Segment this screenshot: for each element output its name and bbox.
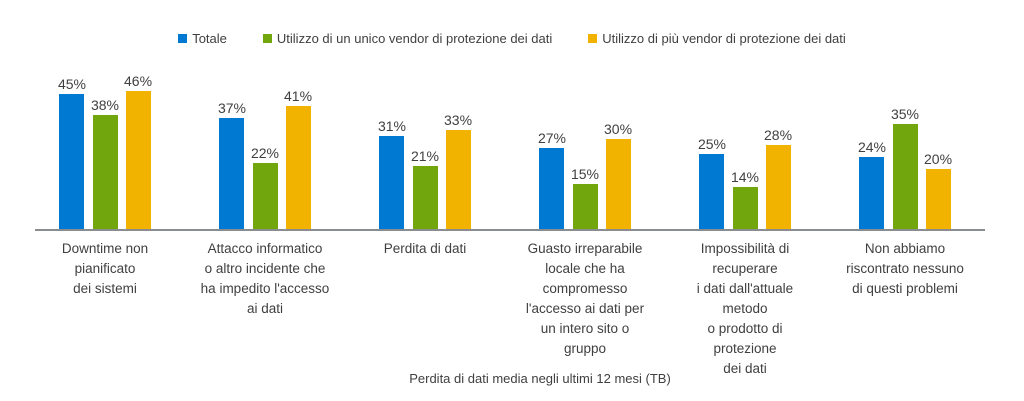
legend-label-totale: Totale [192,31,227,46]
bar-value-label: 38% [90,97,120,113]
bar [125,91,151,229]
bar [285,106,311,229]
category-label: Guasto irreparabile locale che ha compro… [525,241,645,356]
bar [219,118,245,229]
x-axis-caption: Perdita di dati media negli ultimi 12 me… [409,371,671,386]
bar-value-label: 45% [57,76,86,92]
bar-wrap: 15% [571,166,599,229]
bar [765,145,791,229]
bar-value-label: 46% [124,73,153,89]
bar-value-label: 14% [730,169,760,185]
bar-wrap: 45% [58,76,86,229]
bar-wrap: 41% [284,88,312,229]
category-label: Impossibilità di recuperare i dati dall'… [696,241,794,376]
bar [572,184,598,229]
bar [445,130,471,229]
bar-wrap: 22% [251,145,279,229]
bar [892,124,918,229]
bar-wrap: 21% [411,148,439,229]
bar-wrap: 37% [218,100,246,229]
bar [925,169,951,229]
bar-group: 45% 38% 46% [25,60,185,229]
category-label: Perdita di dati [383,241,467,256]
bar-value-label: 24% [857,139,886,155]
legend-item-unico-vendor: Utilizzo di un unico vendor di protezion… [262,31,553,46]
bar-wrap: 25% [698,136,726,229]
bar-wrap: 20% [924,151,952,229]
bar-wrap: 28% [764,127,792,229]
bar [92,115,118,229]
x-axis-line [35,229,985,231]
bar-value-label: 37% [217,100,246,116]
bar [539,148,565,229]
bar-wrap: 38% [91,97,119,229]
bar-group: 25% 14% 28% [665,60,825,229]
legend-swatch-green-icon [262,34,272,43]
bar-value-label: 27% [537,130,566,146]
bar [732,187,758,229]
bar-wrap: 35% [891,106,919,229]
bar-wrap: 14% [731,169,759,229]
bar-value-label: 15% [570,166,600,182]
category-label: Attacco informatico o altro incidente ch… [200,241,330,316]
legend-label-piu-vendor: Utilizzo di più vendor di protezione dei… [602,31,846,46]
legend-item-piu-vendor: Utilizzo di più vendor di protezione dei… [588,31,846,46]
bar [699,154,725,229]
bar-group: 31% 21% 33% [345,60,505,229]
legend-item-totale: Totale [178,31,227,46]
bar-wrap: 33% [444,112,472,229]
category-label: Non abbiamo riscontrato nessuno di quest… [846,241,964,296]
bar [859,157,885,229]
bar-value-label: 28% [764,127,793,143]
bar-value-label: 25% [697,136,726,152]
bar-group: 27% 15% 30% [505,60,665,229]
bar [379,136,405,229]
bar [605,139,631,229]
category-label: Downtime non pianificato dei sistemi [61,241,149,296]
bar-value-label: 31% [377,118,406,134]
legend-swatch-yellow-icon [588,34,598,43]
bar-wrap: 31% [378,118,406,229]
bar-group: 37% 22% 41% [185,60,345,229]
bar-wrap: 27% [538,130,566,229]
bar [59,94,85,229]
bar [412,166,438,229]
bar [252,163,278,229]
bar-wrap: 46% [124,73,152,229]
legend-label-unico-vendor: Utilizzo di un unico vendor di protezion… [276,31,553,46]
bar-value-label: 20% [924,151,953,167]
bar-value-label: 30% [604,121,633,137]
bar-value-label: 33% [444,112,473,128]
bar-group: 24% 35% 20% [825,60,985,229]
plot-area: 45% 38% 46% 37% 22% 41% 31% 21% 33% 27% 15% 30% 25% 1… [25,60,985,229]
category-labels: Downtime non pianificato dei sistemi Atta… [25,239,985,379]
bar-value-label: 22% [250,145,280,161]
bar-value-label: 35% [890,106,920,122]
legend: Totale Utilizzo di un unico vendor di pr… [0,31,1024,46]
bar-value-label: 21% [410,148,440,164]
bar-wrap: 30% [604,121,632,229]
bar-wrap: 24% [858,139,886,229]
legend-swatch-blue-icon [178,34,188,43]
bar-value-label: 41% [284,88,313,104]
